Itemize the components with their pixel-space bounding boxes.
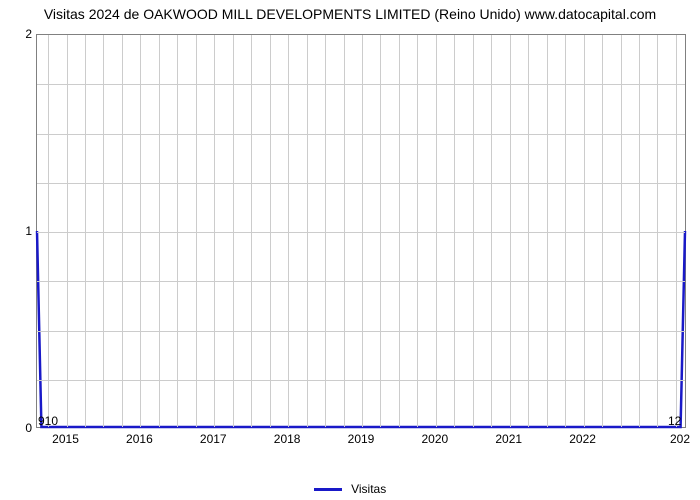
chart-title: Visitas 2024 de OAKWOOD MILL DEVELOPMENT… [0,6,700,22]
legend-swatch [314,488,342,491]
x-tick-label: 2015 [52,432,79,446]
gridline-vertical [473,35,474,427]
gridline-vertical [491,35,492,427]
x-tick-label: 2021 [495,432,522,446]
gridline-vertical [85,35,86,427]
x-tick-label: 2018 [274,432,301,446]
x-tick-label: 2022 [569,432,596,446]
x-tick-label: 202 [670,432,690,446]
gridline-vertical [657,35,658,427]
y-tick-label: 0 [4,421,32,435]
gridline-vertical [399,35,400,427]
plot-area [36,34,686,428]
series-line [37,231,685,427]
gridline-horizontal [37,232,685,233]
x-tick-label: 2017 [200,432,227,446]
gridline-vertical [584,35,585,427]
gridline-vertical [565,35,566,427]
gridline-vertical [48,35,49,427]
gridline-vertical [307,35,308,427]
gridline-vertical [122,35,123,427]
legend: Visitas [0,481,700,496]
gridline-vertical [362,35,363,427]
gridline-horizontal [37,380,685,381]
gridline-vertical [177,35,178,427]
gridline-vertical [454,35,455,427]
x-tick-label: 2016 [126,432,153,446]
gridline-vertical [140,35,141,427]
data-line [37,35,685,427]
legend-label: Visitas [351,482,386,496]
gridline-vertical [233,35,234,427]
gridline-vertical [621,35,622,427]
gridline-vertical [436,35,437,427]
gridline-vertical [214,35,215,427]
gridline-horizontal [37,331,685,332]
gridline-vertical [676,35,677,427]
x-tick-label: 2020 [422,432,449,446]
gridline-vertical [325,35,326,427]
gridline-vertical [510,35,511,427]
gridline-vertical [528,35,529,427]
gridline-vertical [251,35,252,427]
gridline-vertical [547,35,548,427]
axis-annotation-right: 12 [668,414,681,428]
x-tick-label: 2019 [348,432,375,446]
gridline-vertical [67,35,68,427]
gridline-vertical [103,35,104,427]
gridline-horizontal [37,281,685,282]
axis-annotation-left: 910 [38,414,58,428]
chart-container: 2015201620172018201920202021202220201291… [0,28,700,468]
gridline-vertical [288,35,289,427]
gridline-vertical [196,35,197,427]
gridline-vertical [344,35,345,427]
gridline-horizontal [37,183,685,184]
gridline-vertical [380,35,381,427]
gridline-vertical [159,35,160,427]
y-tick-label: 2 [4,27,32,41]
gridline-vertical [602,35,603,427]
gridline-vertical [417,35,418,427]
gridline-horizontal [37,84,685,85]
gridline-vertical [639,35,640,427]
y-tick-label: 1 [4,224,32,238]
gridline-vertical [270,35,271,427]
gridline-horizontal [37,134,685,135]
